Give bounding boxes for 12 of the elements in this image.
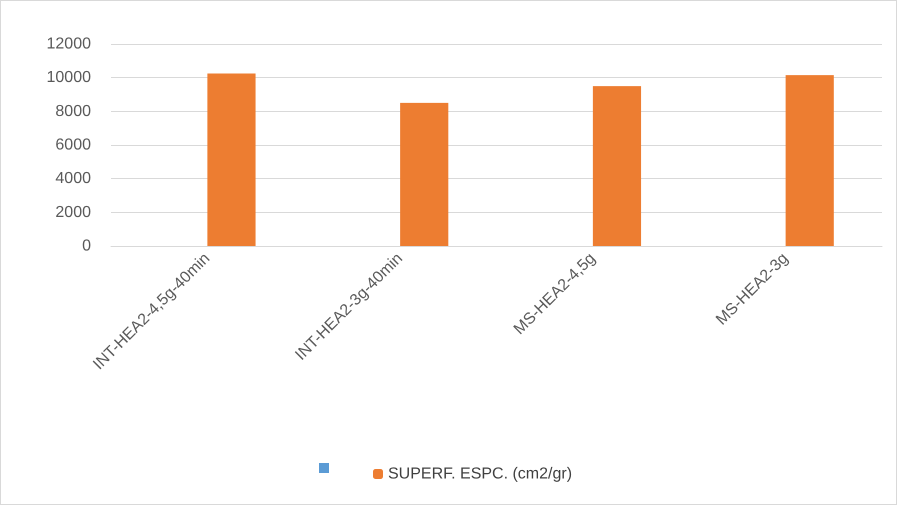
y-tick-label: 8000 xyxy=(55,102,92,120)
y-tick-label: 10000 xyxy=(46,69,92,86)
y-tick-label: 2000 xyxy=(55,204,92,221)
y-tick-label: 12000 xyxy=(46,36,92,52)
bar xyxy=(207,73,256,246)
y-tick-label: 4000 xyxy=(55,170,92,188)
y-tick-label: 6000 xyxy=(55,136,92,154)
legend-label: SUPERF. ESPC. (cm2/gr) xyxy=(388,466,572,482)
y-tick-label: 0 xyxy=(82,238,92,254)
bar xyxy=(592,86,642,246)
bar xyxy=(400,102,448,246)
bar xyxy=(786,75,834,246)
